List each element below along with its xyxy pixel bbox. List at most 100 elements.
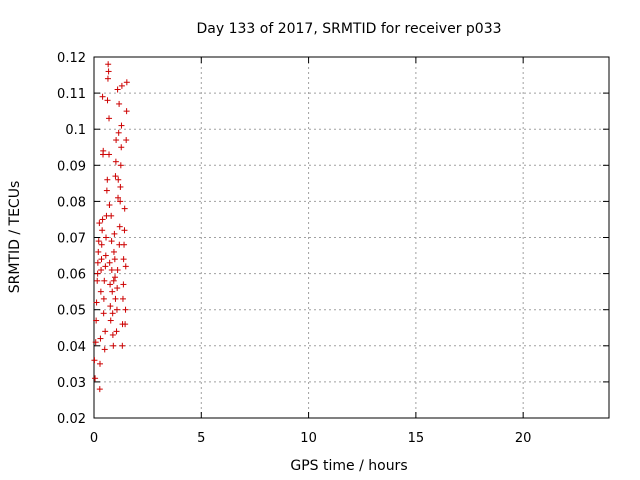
data-point bbox=[117, 162, 124, 169]
data-point bbox=[106, 115, 113, 122]
data-point bbox=[106, 202, 113, 209]
grid bbox=[94, 57, 609, 418]
data-point bbox=[94, 277, 101, 284]
data-points bbox=[91, 61, 130, 393]
data-point bbox=[111, 256, 118, 263]
data-point bbox=[108, 266, 115, 273]
data-point bbox=[108, 212, 115, 219]
x-tick-label: 0 bbox=[90, 431, 98, 446]
data-point bbox=[114, 266, 121, 273]
data-point bbox=[121, 205, 128, 212]
data-point bbox=[115, 129, 122, 136]
data-point bbox=[110, 342, 117, 349]
data-point bbox=[107, 317, 114, 324]
data-point bbox=[102, 263, 109, 270]
plot-frame bbox=[93, 56, 610, 419]
data-point bbox=[114, 86, 121, 93]
data-point bbox=[119, 342, 126, 349]
data-point bbox=[104, 75, 111, 82]
y-tick-label: 0.11 bbox=[57, 87, 86, 102]
data-point bbox=[98, 241, 105, 248]
data-point bbox=[112, 295, 119, 302]
data-point bbox=[117, 183, 124, 190]
x-tick-label: 10 bbox=[300, 431, 317, 446]
data-point bbox=[120, 281, 127, 288]
data-point bbox=[111, 230, 118, 237]
data-point bbox=[105, 68, 112, 75]
data-point bbox=[99, 216, 106, 223]
data-point bbox=[97, 288, 104, 295]
data-point bbox=[93, 317, 100, 324]
y-tick-label: 0.08 bbox=[57, 195, 86, 210]
data-point bbox=[113, 137, 120, 144]
data-point bbox=[103, 234, 110, 241]
data-point bbox=[100, 147, 107, 154]
y-tick-label: 0.05 bbox=[57, 304, 86, 319]
data-point bbox=[108, 238, 115, 245]
x-tick-label: 5 bbox=[197, 431, 205, 446]
data-point bbox=[123, 108, 130, 115]
data-point bbox=[106, 259, 113, 266]
data-point bbox=[114, 285, 121, 292]
data-point bbox=[118, 122, 125, 129]
data-point bbox=[95, 238, 102, 245]
data-point bbox=[122, 306, 129, 313]
data-point bbox=[115, 176, 122, 183]
data-point bbox=[116, 223, 123, 230]
data-point bbox=[110, 248, 117, 255]
data-point bbox=[109, 288, 116, 295]
data-point bbox=[112, 173, 119, 180]
data-point bbox=[100, 310, 107, 317]
data-point bbox=[103, 187, 110, 194]
data-point bbox=[95, 248, 102, 255]
data-point bbox=[110, 277, 117, 284]
y-tick-label: 0.1 bbox=[65, 123, 86, 138]
y-tick-label: 0.04 bbox=[57, 340, 86, 355]
data-point bbox=[100, 295, 107, 302]
data-point bbox=[122, 321, 129, 328]
data-point bbox=[109, 310, 116, 317]
data-point bbox=[98, 256, 105, 263]
data-point bbox=[117, 198, 124, 205]
data-point bbox=[91, 357, 98, 364]
data-point bbox=[121, 241, 128, 248]
data-point bbox=[96, 386, 103, 393]
data-point bbox=[93, 299, 100, 306]
data-point bbox=[118, 82, 125, 89]
x-axis-label: GPS time / hours bbox=[290, 458, 407, 474]
data-point bbox=[107, 303, 114, 310]
data-point bbox=[101, 277, 108, 284]
data-point bbox=[107, 281, 114, 288]
y-tick-label: 0.09 bbox=[57, 159, 86, 174]
data-point bbox=[94, 270, 101, 277]
data-point bbox=[99, 227, 106, 234]
data-point bbox=[123, 137, 130, 144]
data-point bbox=[120, 256, 127, 263]
data-point bbox=[113, 328, 120, 335]
data-point bbox=[112, 274, 119, 281]
data-point bbox=[121, 227, 128, 234]
y-tick-label: 0.12 bbox=[57, 51, 86, 66]
y-tick-label: 0.02 bbox=[57, 412, 86, 427]
y-tick-label: 0.06 bbox=[57, 268, 86, 283]
data-point bbox=[105, 61, 112, 68]
data-point bbox=[104, 97, 111, 104]
data-point bbox=[101, 346, 108, 353]
data-point bbox=[92, 339, 99, 346]
x-tick-label: 15 bbox=[408, 431, 425, 446]
data-point bbox=[97, 360, 104, 367]
data-point bbox=[118, 144, 125, 151]
data-point bbox=[122, 263, 129, 270]
data-point bbox=[119, 295, 126, 302]
data-point bbox=[116, 100, 123, 107]
data-point bbox=[113, 306, 120, 313]
data-point bbox=[123, 79, 130, 86]
data-point bbox=[92, 375, 99, 382]
data-point bbox=[102, 328, 109, 335]
data-point bbox=[115, 194, 122, 201]
y-axis-label: SRMTID / TECUs bbox=[7, 181, 23, 294]
data-point bbox=[97, 335, 104, 342]
data-point bbox=[99, 93, 106, 100]
